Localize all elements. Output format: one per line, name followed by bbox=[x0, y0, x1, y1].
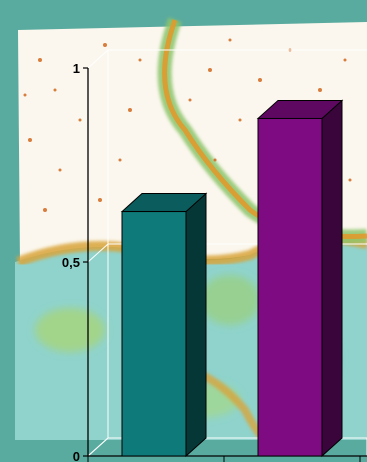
bar-1 bbox=[120, 192, 208, 458]
chart-bars bbox=[120, 99, 344, 458]
gridline-diagonal bbox=[87, 243, 109, 263]
bar-2 bbox=[256, 99, 344, 458]
bar-side-face bbox=[185, 192, 207, 458]
gridline-diagonal bbox=[87, 437, 109, 457]
bar-front-face bbox=[257, 117, 323, 457]
y-tick-label: 0,5 bbox=[62, 255, 80, 270]
bar-side-face bbox=[321, 99, 343, 458]
gridline-diagonal bbox=[87, 49, 109, 69]
bar-front-face bbox=[121, 211, 187, 457]
y-tick-labels: 00,51 bbox=[62, 61, 80, 462]
y-tick-label: 0 bbox=[73, 449, 80, 462]
y-tick-label: 1 bbox=[73, 61, 80, 76]
